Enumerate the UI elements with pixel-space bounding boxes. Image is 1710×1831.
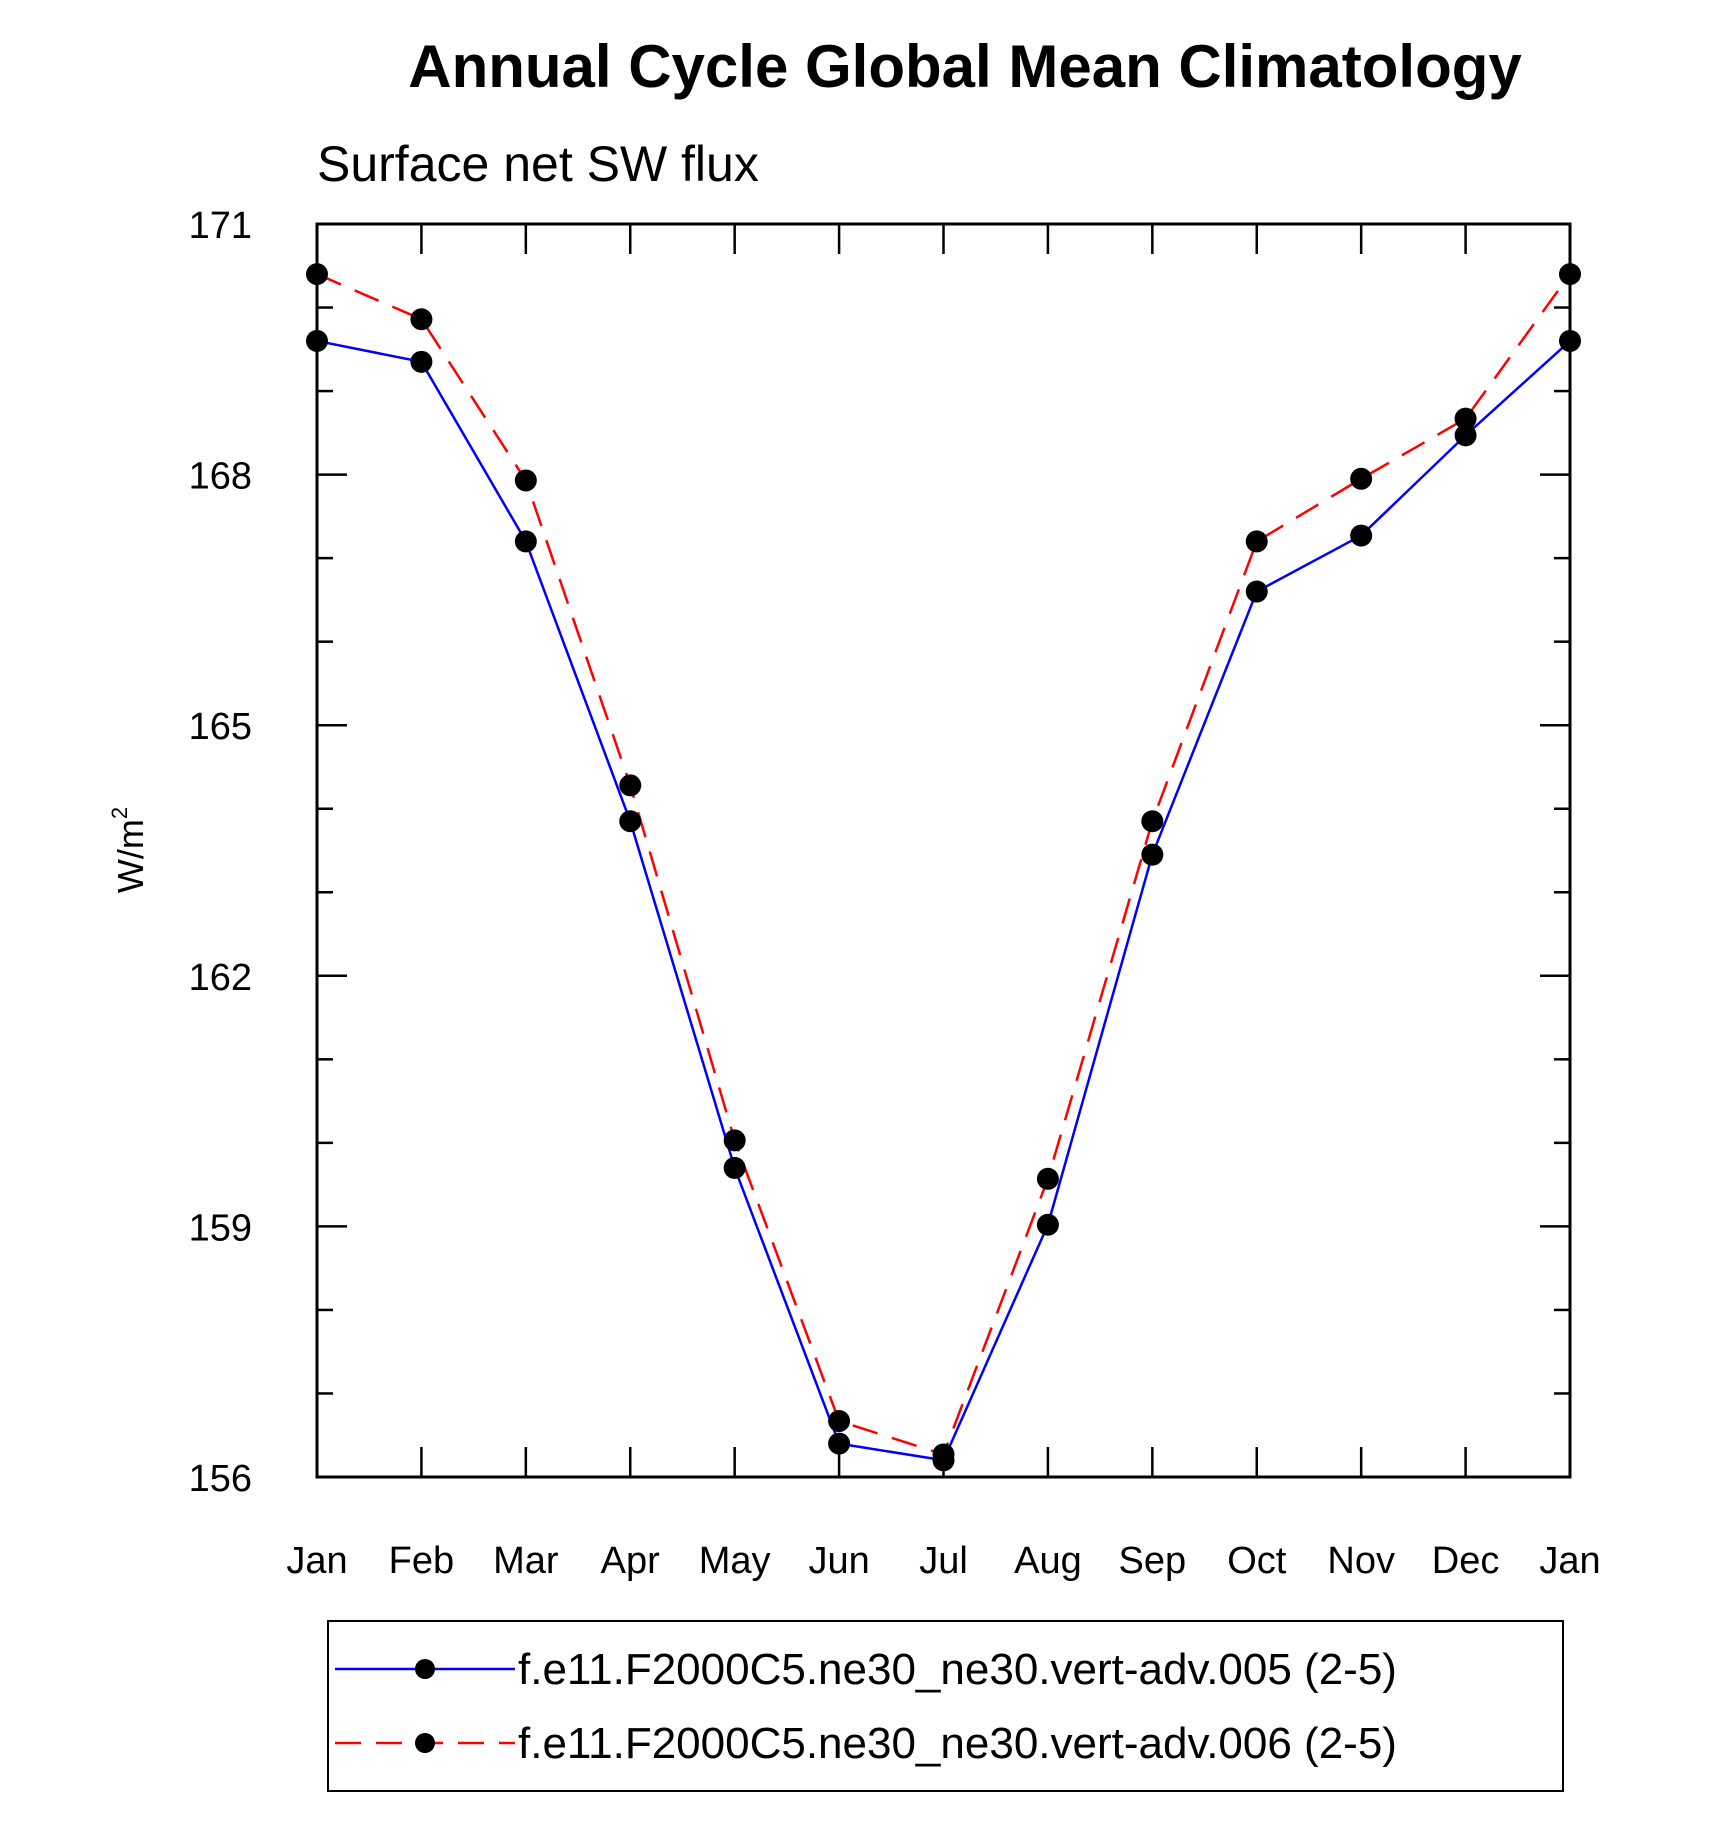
data-point-series-2 xyxy=(1245,530,1268,553)
data-point-series-1 xyxy=(1245,580,1268,603)
data-point-series-2 xyxy=(1559,263,1581,286)
x-tick-label: Apr xyxy=(601,1540,660,1582)
y-axis-ticks: 156 159 162 165 168 171 xyxy=(189,205,1570,1500)
data-point-series-1 xyxy=(1036,1213,1059,1236)
chart-subtitle: Surface net SW flux xyxy=(317,136,759,192)
data-point-series-2 xyxy=(1036,1167,1059,1190)
data-point-series-2 xyxy=(1141,810,1164,833)
x-tick-label: Jan xyxy=(1539,1540,1600,1582)
series-layer xyxy=(306,263,1581,1472)
data-point-series-2 xyxy=(306,263,328,286)
data-point-series-1 xyxy=(1350,524,1373,547)
data-point-series-1 xyxy=(723,1156,746,1179)
y-axis-label-exponent: 2 xyxy=(107,807,132,819)
data-point-series-2 xyxy=(932,1443,955,1466)
x-tick-label: Oct xyxy=(1227,1540,1287,1582)
series-line-1 xyxy=(316,339,1571,1462)
data-point-series-1 xyxy=(306,329,328,352)
plot-frame xyxy=(315,222,1572,1479)
x-tick-label: Jun xyxy=(808,1540,869,1582)
x-tick-label: May xyxy=(699,1540,771,1582)
x-tick-label: Nov xyxy=(1327,1540,1395,1582)
legend-label-series-2: f.e11.F2000C5.ne30_ne30.vert-adv.006 (2-… xyxy=(518,1719,1397,1768)
data-point-series-1 xyxy=(1559,329,1581,352)
legend: f.e11.F2000C5.ne30_ne30.vert-adv.005 (2-… xyxy=(327,1620,1564,1792)
data-point-series-2 xyxy=(723,1129,746,1152)
x-axis-ticks: Jan Feb Mar Apr May Jun Jul Aug Sep Oct Nov Dec Jan xyxy=(286,224,1601,1582)
legend-marker-series-1 xyxy=(415,1659,435,1679)
x-tick-label: Jan xyxy=(286,1540,347,1582)
data-point-series-2 xyxy=(619,774,642,797)
data-point-series-2 xyxy=(514,469,537,492)
x-tick-label: Feb xyxy=(389,1540,454,1582)
legend-marker-series-2 xyxy=(415,1733,435,1753)
data-point-series-2 xyxy=(1350,467,1373,490)
data-point-series-1 xyxy=(1141,843,1164,866)
data-point-series-1 xyxy=(514,530,537,553)
y-tick-label: 159 xyxy=(189,1207,252,1249)
y-tick-label: 156 xyxy=(189,1458,252,1500)
series-line-2 xyxy=(316,272,1572,1456)
data-point-series-1 xyxy=(619,810,642,833)
legend-label-series-1: f.e11.F2000C5.ne30_ne30.vert-adv.005 (2-… xyxy=(518,1645,1397,1694)
x-tick-label: Jul xyxy=(919,1540,968,1582)
data-point-series-1 xyxy=(828,1432,851,1455)
data-point-series-2 xyxy=(1454,407,1477,430)
y-tick-label: 168 xyxy=(189,456,252,498)
data-point-series-2 xyxy=(828,1410,851,1433)
data-point-series-2 xyxy=(410,308,433,331)
legend-box xyxy=(327,1620,1564,1792)
x-tick-label: Aug xyxy=(1014,1540,1082,1582)
x-tick-label: Mar xyxy=(493,1540,559,1582)
y-tick-label: 162 xyxy=(189,957,252,999)
y-tick-label: 165 xyxy=(189,706,252,748)
data-point-series-1 xyxy=(1454,424,1477,447)
chart-title: Annual Cycle Global Mean Climatology xyxy=(408,33,1522,100)
data-point-series-1 xyxy=(410,350,433,373)
y-tick-label: 171 xyxy=(189,205,252,247)
x-tick-label: Sep xyxy=(1119,1540,1187,1582)
y-axis-label-unit: W/m xyxy=(110,819,151,893)
x-tick-label: Dec xyxy=(1432,1540,1500,1582)
y-axis-label: W/m2 xyxy=(107,807,151,893)
